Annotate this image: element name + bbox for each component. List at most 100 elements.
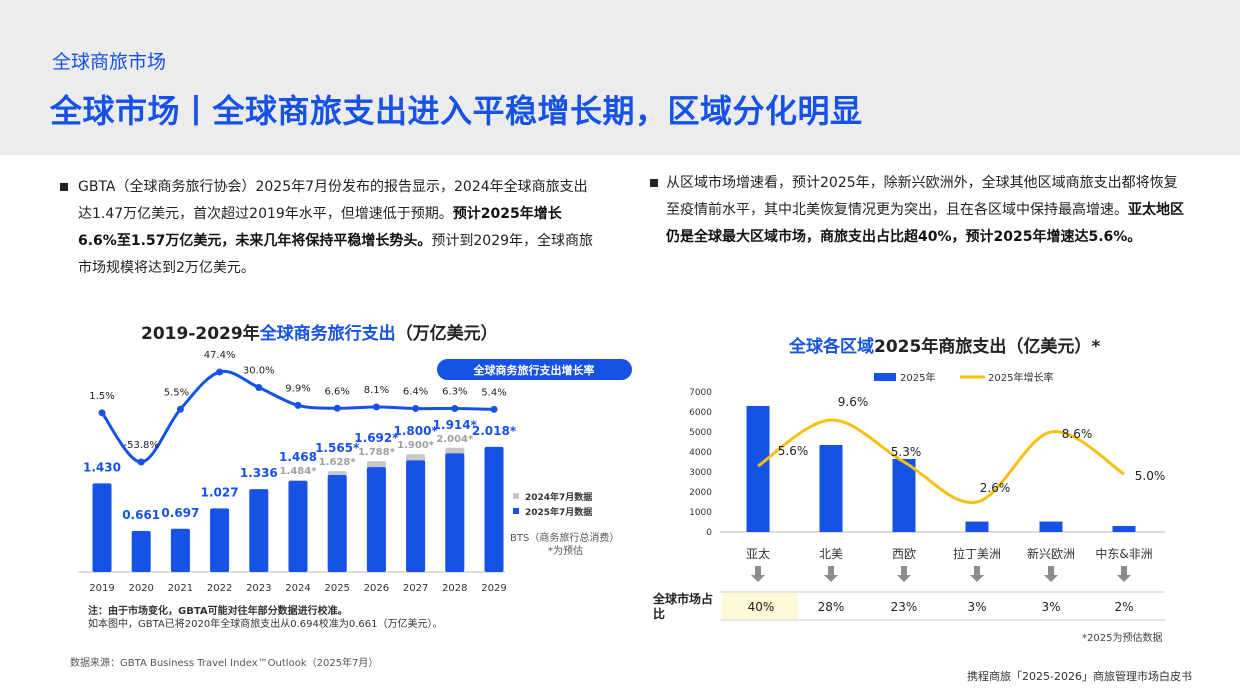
note-line-2: 如本图中，GBTA已将2020年全球商旅支出从0.694校准为0.661（万亿美… (88, 619, 443, 630)
growth-point (412, 404, 420, 412)
right-text-bold: 亚太地区仍是全球最大区域市场，商旅支出占比超40%，预计2025年增速达5.6%… (666, 202, 1184, 245)
bar-label-2024: 1.900* (397, 440, 435, 451)
x-tick-label: 2021 (168, 583, 193, 594)
region-label: 西欧 (892, 547, 916, 561)
legend-label-2024: 2024年7月数据 (525, 491, 592, 503)
legend-label-bars: 2025年 (900, 371, 935, 384)
bar-label-2024: 1.788* (358, 447, 396, 458)
growth-label: 6.6% (324, 386, 349, 397)
y-tick-label: 7000 (689, 388, 712, 398)
bar-label-2025: 1.692* (354, 431, 399, 445)
right-title-highlight: 全球各区域 (789, 337, 874, 357)
legend-badge (437, 359, 632, 380)
y-tick-label: 4000 (689, 448, 712, 458)
bar-2025-data (445, 453, 465, 572)
down-arrow-icon (751, 566, 765, 582)
growth-line (100, 369, 495, 464)
region-bar (1039, 521, 1063, 532)
down-arrow-icon (1117, 566, 1131, 582)
bar-label-2025: 1.800* (393, 424, 438, 438)
bar-label-2025: 0.661 (122, 508, 160, 522)
down-arrow-icon (970, 566, 984, 582)
growth-label: 5.5% (164, 387, 189, 398)
growth-point (333, 404, 341, 412)
bar-2025-data (288, 480, 308, 572)
x-tick-label: 2020 (128, 583, 153, 594)
growth-label: 5.3% (891, 445, 922, 459)
bar-2025-data (406, 460, 426, 572)
growth-label: 6.3% (442, 387, 467, 398)
bar-2024-data (366, 461, 386, 572)
bar-2025-data (170, 528, 190, 572)
growth-point (451, 405, 459, 413)
right-paragraph: 从区域市场增速看，预计2025年，除新兴欧洲外，全球其他区域商旅支出都将恢复至疫… (666, 170, 1191, 251)
legend-badge-text: 全球商务旅行支出增长率 (473, 363, 595, 377)
legend-swatch-2025 (513, 508, 519, 514)
bar-2025-data (210, 508, 230, 572)
header-band: 全球商旅市场 全球市场丨全球商旅支出进入平稳增长期，区域分化明显 (0, 0, 1240, 155)
legend-swatch-bars (874, 373, 896, 381)
growth-point (137, 458, 145, 466)
y-tick-label: 1000 (689, 508, 712, 518)
bar-label-2025: 1.914* (433, 418, 478, 432)
growth-point (216, 368, 224, 376)
growth-label: 47.4% (204, 350, 236, 361)
growth-point (490, 405, 498, 413)
growth-label: 8.1% (364, 385, 389, 396)
growth-label: 9.9% (285, 383, 310, 394)
bar-2025-data (92, 483, 112, 572)
share-value: 2% (1114, 600, 1133, 614)
bar-2025-data (327, 474, 347, 572)
share-value: 3% (967, 600, 986, 614)
bar-2025-data (249, 489, 269, 572)
right-text-part1: 从区域市场增速看，预计2025年，除新兴欧洲外，全球其他区域商旅支出都将恢复至疫… (666, 175, 1178, 218)
share-value: 3% (1041, 600, 1060, 614)
growth-line (757, 418, 1125, 504)
region-label: 拉丁美洲 (953, 546, 1001, 561)
share-value: 40% (748, 600, 775, 614)
left-title-suffix: （万亿美元） (395, 324, 498, 344)
section-label: 全球商旅市场 (52, 51, 167, 73)
growth-label: 2.6% (980, 481, 1011, 495)
x-tick-label: 2023 (246, 583, 271, 594)
bar-2024-data (406, 454, 426, 572)
bar-2025-data (366, 467, 386, 572)
growth-point (294, 401, 302, 409)
y-tick-label: 5000 (689, 428, 712, 438)
region-bar (1112, 526, 1136, 532)
y-tick-label: 2000 (689, 488, 712, 498)
left-chart-title: 2019-2029年全球商务旅行支出（万亿美元） (141, 319, 498, 344)
bullet-square (60, 183, 68, 191)
right-title-suffix: 2025年商旅支出（亿美元）* (874, 337, 1101, 357)
growth-label: -53.8% (124, 440, 159, 451)
x-tick-label: 2027 (403, 583, 428, 594)
left-text-bold: 预计2025年增长6.6%至1.57万亿美元，未来几年将保持平稳增长势头。 (78, 206, 562, 249)
region-bar (819, 445, 843, 532)
page-title: 全球市场丨全球商旅支出进入平稳增长期，区域分化明显 (50, 92, 863, 130)
forecast-note: *2025为预估数据 (1082, 633, 1163, 644)
growth-label: 1.5% (89, 391, 114, 402)
left-paragraph: GBTA（全球商务旅行协会）2025年7月份发布的报告显示，2024年全球商旅支… (78, 174, 598, 282)
region-label: 中东&非洲 (1095, 546, 1152, 561)
left-text-part2: 预计到2029年，全球商旅市场规模将达到2万亿美元。 (78, 233, 594, 276)
bar-label-2025: 2.018* (472, 424, 517, 438)
bar-2024-data (288, 479, 308, 572)
left-title-highlight: 全球商务旅行支出 (259, 324, 396, 344)
left-text-part1: GBTA（全球商务旅行协会）2025年7月份发布的报告显示，2024年全球商旅支… (78, 179, 588, 222)
bullet-square (650, 179, 658, 187)
x-tick-label: 2028 (442, 583, 467, 594)
y-tick-label: 0 (706, 528, 712, 538)
growth-label: 5.6% (778, 444, 809, 458)
growth-label: 5.0% (1135, 469, 1166, 483)
growth-point (255, 383, 263, 391)
region-bar (965, 521, 989, 532)
bar-label-2024: 2.004* (436, 434, 474, 445)
x-tick-label: 2019 (89, 583, 114, 594)
region-bar (892, 459, 916, 532)
bar-2024-data (327, 471, 347, 572)
share-value: 23% (891, 600, 918, 614)
growth-label: 30.0% (243, 365, 275, 376)
growth-label: 6.4% (403, 386, 428, 397)
legend-label-2025: 2025年7月数据 (525, 506, 592, 518)
region-label: 北美 (819, 547, 843, 561)
